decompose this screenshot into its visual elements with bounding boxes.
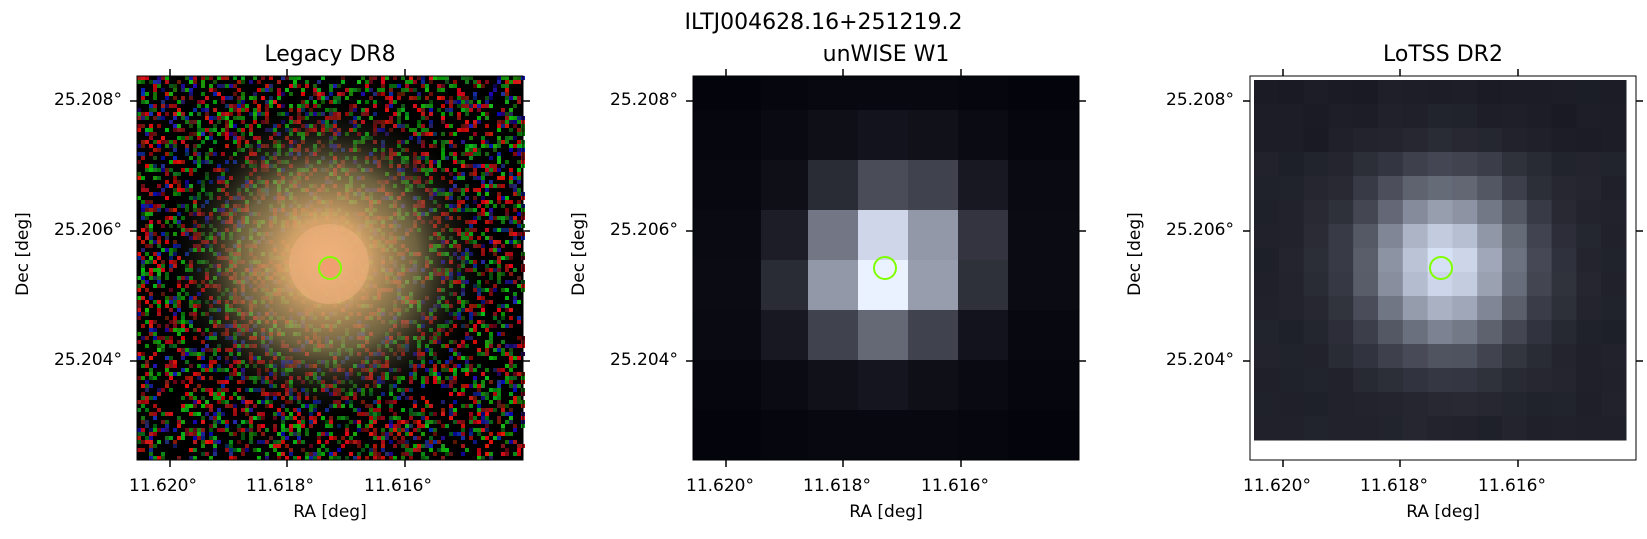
xtick-label: 11.618° (803, 476, 871, 496)
xtick-label: 11.620° (686, 476, 754, 496)
lotss-pixels (1254, 80, 1627, 441)
ytick-label: 25.206° (1166, 220, 1234, 240)
panel-title-legacy: Legacy DR8 (264, 42, 396, 67)
xtick-label: 11.616° (364, 476, 432, 496)
ytick-label: 25.208° (1166, 90, 1234, 110)
lotss-image (1249, 75, 1637, 461)
figure-title: ILTJ004628.16+251219.2 (684, 10, 963, 35)
xlabel-lotss: RA [deg] (1406, 502, 1480, 522)
xlabel-unwise: RA [deg] (849, 502, 923, 522)
position-marker (873, 256, 897, 280)
xtick-label: 11.616° (921, 476, 989, 496)
unwise-image (692, 75, 1080, 461)
position-marker (1429, 256, 1453, 280)
xtick-label: 11.620° (129, 476, 197, 496)
source-core (320, 258, 340, 278)
ytick-label: 25.204° (54, 350, 122, 370)
panel-title-lotss: LoTSS DR2 (1383, 42, 1503, 67)
xtick-label: 11.618° (246, 476, 314, 496)
xtick-label: 11.620° (1243, 476, 1311, 496)
xtick-label: 11.616° (1478, 476, 1546, 496)
legacy-image (136, 75, 525, 461)
xtick-label: 11.618° (1360, 476, 1428, 496)
ytick-label: 25.208° (54, 90, 122, 110)
position-marker (318, 256, 342, 280)
ytick-label: 25.204° (1166, 350, 1234, 370)
ytick-label: 25.206° (54, 220, 122, 240)
panel-title-unwise: unWISE W1 (822, 42, 950, 67)
xlabel-legacy: RA [deg] (293, 502, 367, 522)
ytick-label: 25.204° (610, 350, 678, 370)
ytick-label: 25.206° (610, 220, 678, 240)
wise-pixels (693, 76, 1079, 460)
ytick-label: 25.208° (610, 90, 678, 110)
